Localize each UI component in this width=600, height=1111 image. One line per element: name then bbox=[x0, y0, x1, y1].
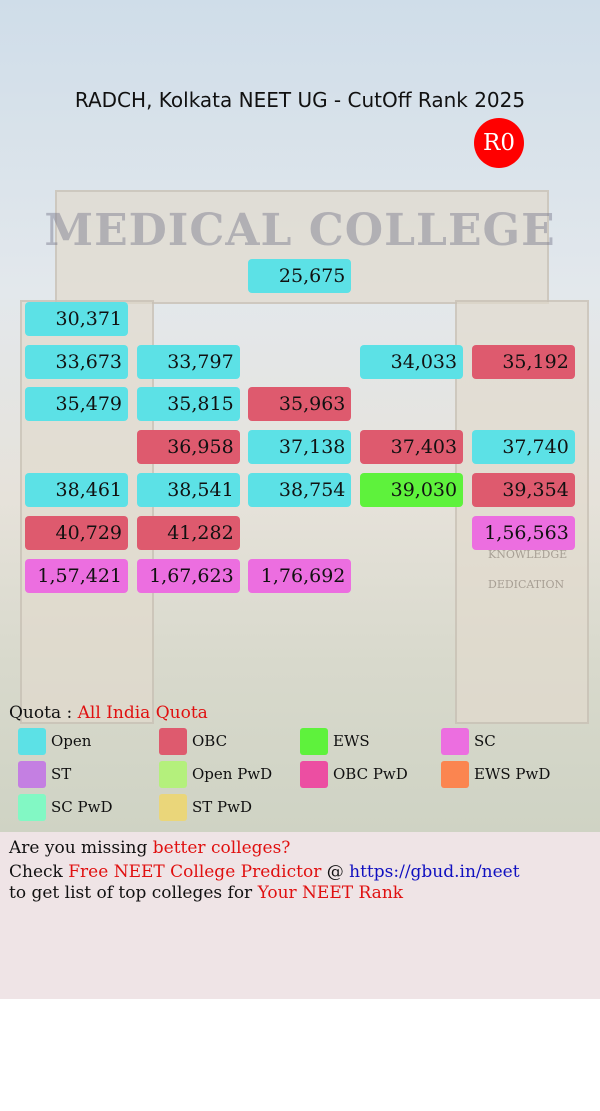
legend-label: Open PwD bbox=[192, 765, 273, 783]
footer-line: to get list of top colleges for Your NEE… bbox=[9, 883, 403, 903]
rank-cell: 41,282 bbox=[136, 515, 240, 550]
rank-cell: 35,479 bbox=[25, 387, 128, 422]
legend-label: OBC PwD bbox=[333, 765, 408, 783]
rank-cell: 1,76,692 bbox=[248, 558, 352, 593]
legend-swatch bbox=[441, 761, 469, 788]
rank-cell: 38,541 bbox=[136, 473, 240, 507]
legend-label: Open bbox=[51, 732, 92, 750]
rank-cell: 36,958 bbox=[136, 430, 240, 465]
rank-cell: 35,963 bbox=[248, 387, 352, 422]
text: Are you missing bbox=[9, 838, 148, 858]
legend-swatch bbox=[18, 728, 46, 755]
legend-swatch bbox=[300, 728, 328, 755]
rank-cell: 30,371 bbox=[25, 301, 128, 336]
legend-label: OBC bbox=[192, 732, 228, 750]
quota-line: Quota : All India Quota bbox=[9, 703, 208, 723]
footer-line: Check Free NEET College Predictor @ http… bbox=[9, 862, 520, 882]
highlight: Your NEET Rank bbox=[257, 883, 404, 903]
legend-label: EWS bbox=[333, 732, 370, 750]
legend-label: EWS PwD bbox=[474, 765, 551, 783]
rank-cell: 33,797 bbox=[136, 344, 240, 379]
rank-cell: 35,192 bbox=[471, 344, 575, 379]
quota-value: All India Quota bbox=[77, 703, 208, 723]
rank-cell: 38,461 bbox=[25, 473, 128, 507]
rank-cell: 1,67,623 bbox=[136, 558, 240, 593]
rank-cell: 33,673 bbox=[25, 344, 128, 379]
legend-swatch bbox=[159, 794, 187, 821]
url[interactable]: https://gbud.in/neet bbox=[349, 862, 520, 882]
round-badge: R0 bbox=[474, 118, 524, 168]
legend-label: SC PwD bbox=[51, 798, 113, 816]
sign-text: DEDICATION bbox=[488, 578, 565, 591]
rank-cell: 39,030 bbox=[360, 473, 464, 507]
legend-swatch bbox=[18, 794, 46, 821]
rank-cell: 38,754 bbox=[248, 473, 352, 507]
rank-cell: 1,56,563 bbox=[471, 515, 575, 550]
legend-label: SC bbox=[474, 732, 496, 750]
legend-swatch bbox=[159, 761, 187, 788]
sign-text: KNOWLEDGE bbox=[488, 548, 568, 561]
rank-cell: 40,729 bbox=[25, 515, 128, 550]
text: to get list of top colleges for bbox=[9, 883, 253, 903]
footer-line: Are you missing better colleges? bbox=[9, 838, 290, 858]
text: @ bbox=[326, 862, 344, 882]
rank-cell: 34,033 bbox=[360, 344, 464, 379]
legend-label: ST bbox=[51, 765, 72, 783]
title: RADCH, Kolkata NEET UG - CutOff Rank 202… bbox=[74, 88, 526, 112]
rank-cell: 37,740 bbox=[471, 430, 575, 465]
rank-cell: 35,815 bbox=[136, 387, 240, 422]
footer: Are you missing better colleges? Check F… bbox=[0, 832, 600, 999]
text: Check bbox=[9, 862, 63, 882]
rank-cell: 37,138 bbox=[248, 430, 352, 465]
link-text[interactable]: Free NEET College Predictor bbox=[68, 862, 322, 882]
rank-cell: 37,403 bbox=[360, 430, 464, 465]
legend-swatch bbox=[159, 728, 187, 755]
rank-cell: 1,57,421 bbox=[25, 558, 128, 593]
legend-swatch bbox=[300, 761, 328, 788]
sign-text: MEDICAL COLLEGE bbox=[44, 205, 556, 256]
rank-cell: 39,354 bbox=[471, 473, 575, 507]
legend-label: ST PwD bbox=[192, 798, 253, 816]
quota-label: Quota : bbox=[9, 703, 73, 723]
legend-swatch bbox=[18, 761, 46, 788]
rank-cell: 25,675 bbox=[248, 259, 352, 293]
highlight: better colleges? bbox=[152, 838, 291, 858]
legend-swatch bbox=[441, 728, 469, 755]
